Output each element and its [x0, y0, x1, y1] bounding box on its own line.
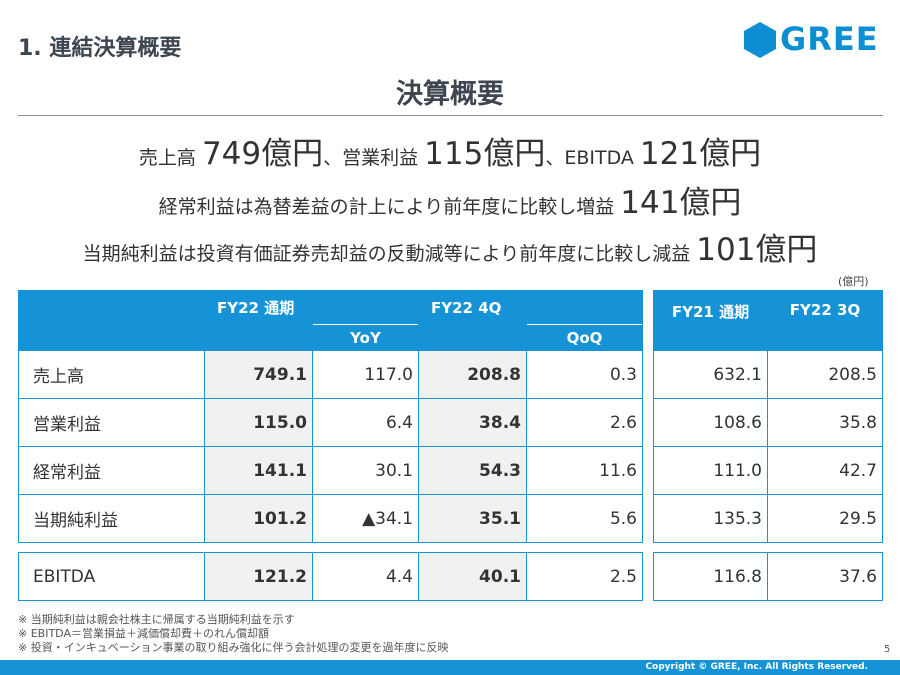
row-label: 売上高 [18, 350, 205, 399]
row-label: 当期純利益 [18, 494, 205, 543]
ebitda-table: EBITDA 121.2 4.4 40.1 2.5 [18, 552, 643, 601]
hexagon-icon [744, 22, 776, 58]
headline-value: 115億円 [424, 136, 546, 172]
gree-logo: GREE [744, 21, 878, 58]
logo-text: GREE [780, 20, 879, 58]
row-label: 経常利益 [18, 446, 205, 495]
headline-text: 当期純利益は投資有価証券売却益の反動減等により前年度に比較し減益 [82, 243, 697, 265]
headline-revenue: 売上高 749億円、営業利益 115億円、EBITDA 121億円 [0, 128, 900, 173]
table-row: EBITDA 121.2 4.4 40.1 2.5 [18, 552, 643, 601]
cell-yoy: 4.4 [312, 552, 419, 601]
table-row: 111.0 42.7 [653, 446, 883, 495]
cell-q3: 42.7 [767, 446, 883, 495]
title-divider [18, 115, 883, 116]
cell-qoq: 0.3 [526, 350, 643, 399]
cell-yoy: 30.1 [312, 446, 419, 495]
cell-fy21: 108.6 [653, 398, 768, 447]
cell-q4: 208.8 [418, 350, 527, 399]
headline-text: 、EBITDA [545, 147, 640, 169]
table-row: 当期純利益 101.2 ▲34.1 35.1 5.6 [18, 494, 643, 543]
cell-q3: 29.5 [767, 494, 883, 543]
footnotes: ※ 当期純利益は親会社株主に帰属する当期純利益を示す ※ EBITDA＝営業損益… [18, 613, 449, 655]
headline-text: 、営業利益 [323, 147, 425, 169]
table-row: 経常利益 141.1 30.1 54.3 11.6 [18, 446, 643, 495]
header-fy21: FY21 通期 [653, 290, 768, 351]
cell-yoy: 117.0 [312, 350, 419, 399]
cell-fy21: 111.0 [653, 446, 768, 495]
table-row: 116.8 37.6 [653, 552, 883, 601]
header-yoy: YoY [312, 324, 419, 351]
cell-q4: 35.1 [418, 494, 527, 543]
results-table: FY22 通期 FY22 4Q YoY QoQ 売上高 749.1 117.0 … [18, 290, 643, 543]
cell-yoy: ▲34.1 [312, 494, 419, 543]
table-row: 135.3 29.5 [653, 494, 883, 543]
table-row: 売上高 749.1 117.0 208.8 0.3 [18, 350, 643, 399]
unit-label: (億円) [838, 275, 869, 288]
header-4q-spacer [526, 290, 643, 325]
header-blank [18, 290, 205, 351]
header-fy22-4q: FY22 4Q [418, 290, 527, 325]
cell-qoq: 2.6 [526, 398, 643, 447]
cell-fy22: 115.0 [204, 398, 313, 447]
cell-q3: 37.6 [767, 552, 883, 601]
header-qoq: QoQ [526, 324, 643, 351]
header-fy22-spacer [312, 290, 419, 325]
cell-fy21: 135.3 [653, 494, 768, 543]
headline-text: 売上高 [138, 147, 202, 169]
headline-value: 121億円 [639, 136, 762, 172]
header-fy22-3q: FY22 3Q [767, 290, 883, 351]
cell-qoq: 2.5 [526, 552, 643, 601]
footnote: ※ 投資・インキュベーション事業の取り組み強化に伴う会計処理の変更を過年度に反映 [18, 641, 449, 654]
comparison-ebitda-table: 116.8 37.6 [653, 552, 883, 601]
cell-q3: 35.8 [767, 398, 883, 447]
cell-fy22: 749.1 [204, 350, 313, 399]
page-number: 5 [884, 644, 891, 655]
headline-value: 749億円 [201, 136, 324, 172]
cell-q4: 38.4 [418, 398, 527, 447]
comparison-table: FY21 通期 FY22 3Q 632.1 208.5 108.6 35.8 1… [653, 290, 883, 543]
row-label: 営業利益 [18, 398, 205, 447]
copyright: Copyright © GREE, Inc. All Rights Reserv… [645, 662, 868, 672]
header-fy22: FY22 通期 [204, 290, 313, 325]
headline-net-income: 当期純利益は投資有価証券売却益の反動減等により前年度に比較し減益 101億円 [0, 224, 900, 269]
cell-q4: 40.1 [418, 552, 527, 601]
cell-fy22: 121.2 [204, 552, 313, 601]
header-fy22-spacer2 [204, 324, 313, 351]
slide-title: 決算概要 [396, 79, 504, 110]
footnote: ※ 当期純利益は親会社株主に帰属する当期純利益を示す [18, 613, 295, 626]
cell-q4: 54.3 [418, 446, 527, 495]
cell-fy22: 101.2 [204, 494, 313, 543]
headline-ordinary-profit: 経常利益は為替差益の計上により前年度に比較し増益 141億円 [0, 177, 900, 222]
cell-yoy: 6.4 [312, 398, 419, 447]
table-row: 108.6 35.8 [653, 398, 883, 447]
headline-value: 101億円 [696, 232, 818, 268]
footnote: ※ EBITDA＝営業損益＋減価償却費＋のれん償却額 [18, 627, 269, 640]
section-title: 1. 連結決算概要 [18, 36, 182, 61]
header-4q-spacer2 [418, 324, 527, 351]
cell-fy21: 632.1 [653, 350, 768, 399]
cell-qoq: 11.6 [526, 446, 643, 495]
table-row: 営業利益 115.0 6.4 38.4 2.6 [18, 398, 643, 447]
table-row: 632.1 208.5 [653, 350, 883, 399]
headline-text: 経常利益は為替差益の計上により前年度に比較し増益 [158, 196, 621, 218]
cell-fy22: 141.1 [204, 446, 313, 495]
cell-q3: 208.5 [767, 350, 883, 399]
cell-qoq: 5.6 [526, 494, 643, 543]
cell-fy21: 116.8 [653, 552, 768, 601]
headline-value: 141億円 [620, 185, 742, 221]
footer-bar: Copyright © GREE, Inc. All Rights Reserv… [0, 660, 900, 675]
row-label: EBITDA [18, 552, 205, 601]
